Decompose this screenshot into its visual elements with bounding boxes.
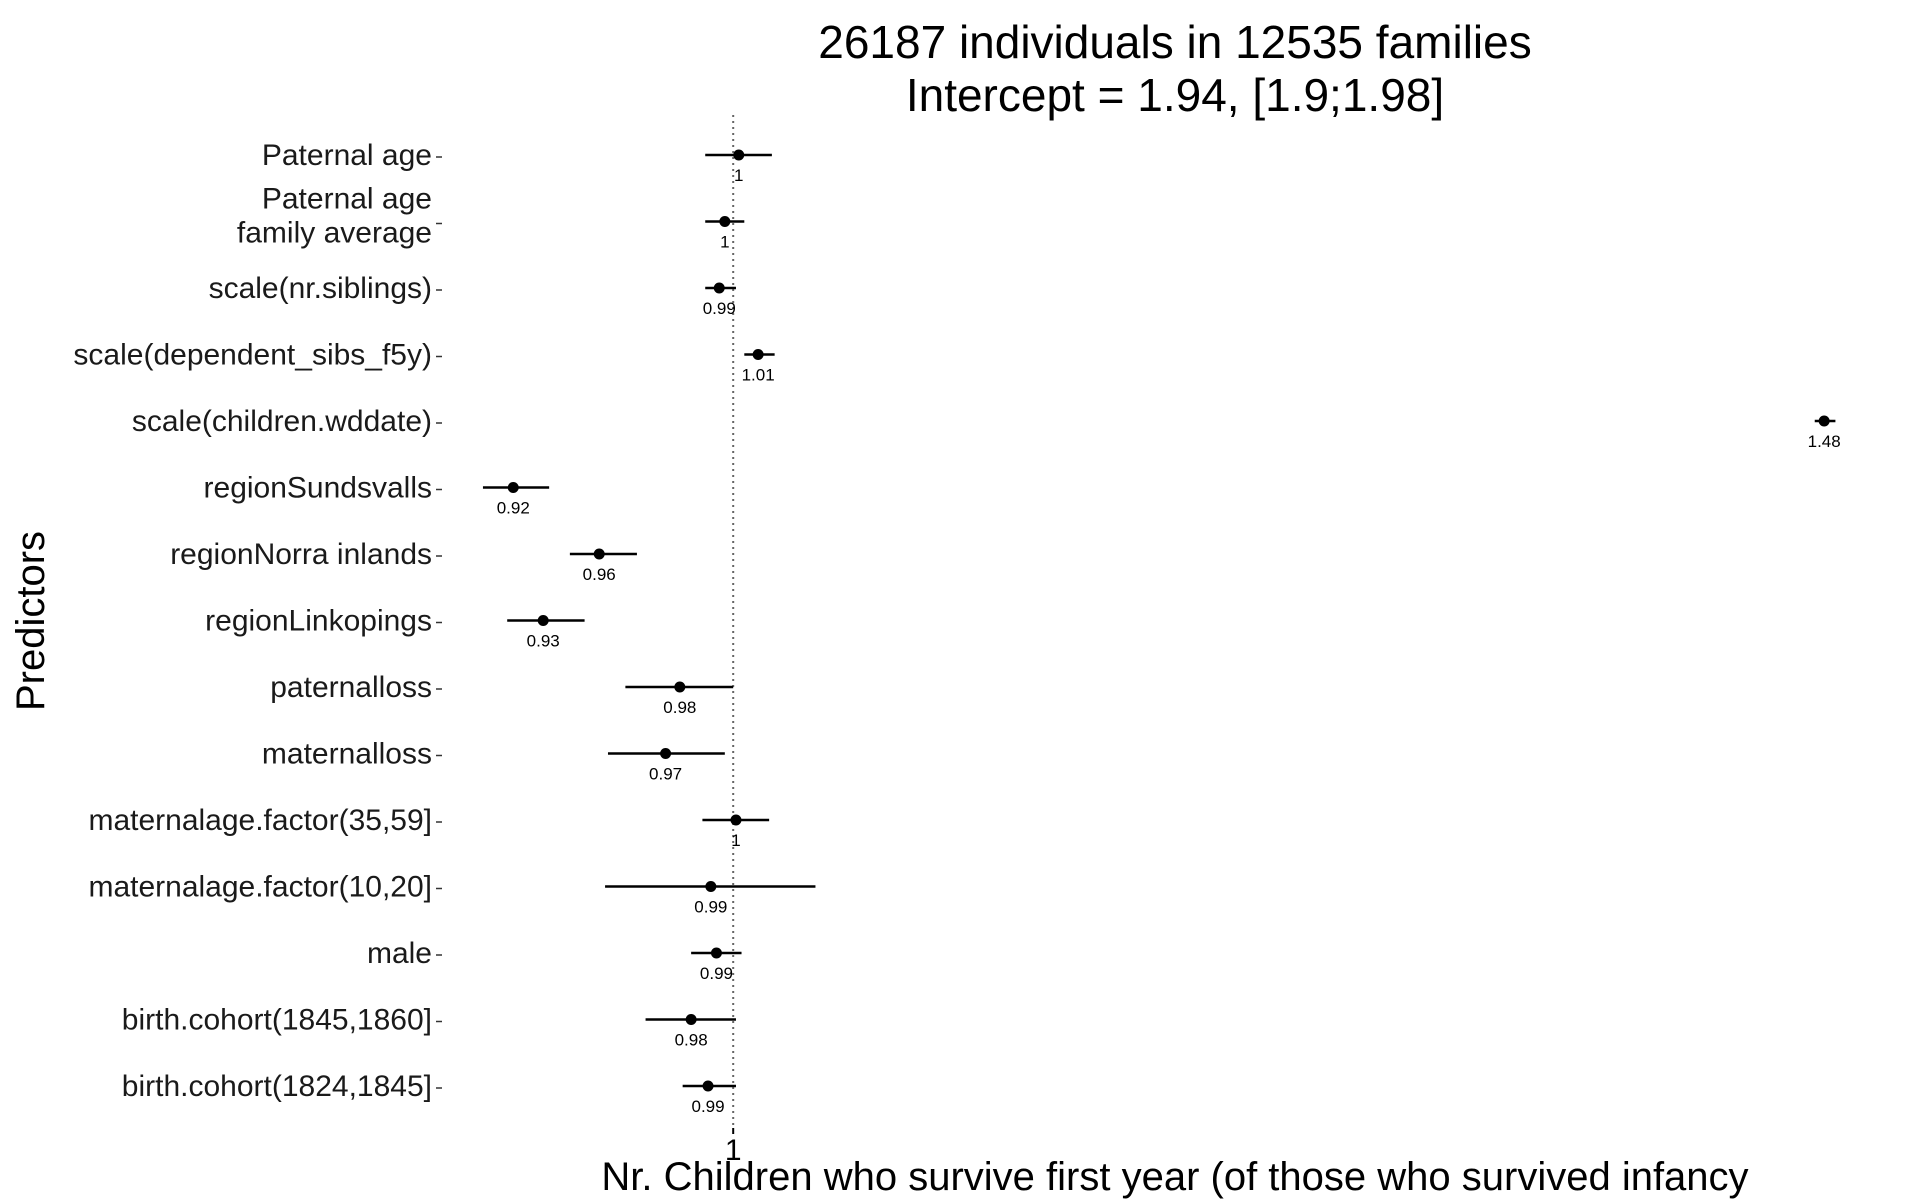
title-line-1: 26187 individuals in 12535 families [818,16,1531,68]
estimate-point [674,681,686,693]
estimate-value-label: 0.99 [694,898,727,917]
estimate-point [730,814,742,826]
chart-title: 26187 individuals in 12535 families Inte… [818,16,1531,121]
estimate-point [752,349,764,360]
estimate-point [710,947,722,959]
predictor-label: scale(dependent_sibs_f5y) [73,339,432,372]
estimate-point [593,548,605,560]
estimate-point [702,1080,714,1092]
estimate-value-label: 0.97 [649,765,682,784]
x-axis-label: Nr. Children who survive first year (of … [601,1155,1748,1199]
estimate-value-label: 1.48 [1808,432,1841,451]
estimate-value-label: 0.98 [663,698,696,717]
y-axis-label: Predictors [9,531,53,711]
estimate-value-label: 1 [720,233,729,252]
estimate-point [733,149,745,161]
predictor-label-line: family average [237,217,432,250]
estimate-point [507,482,519,493]
predictor-label: regionLinkopings [205,605,432,638]
predictor-label: regionNorra inlands [170,538,432,571]
estimate-value-label: 0.92 [497,499,530,518]
predictor-label: scale(children.wddate) [132,405,432,438]
estimate-value-label: 1 [731,831,740,850]
estimate-value-label: 0.99 [703,299,736,318]
estimate-point [719,216,731,227]
estimate-value-label: 0.96 [583,565,616,584]
predictor-label: maternalloss [262,738,432,771]
estimate-point [537,615,549,626]
estimate-point [713,282,725,294]
estimate-value-label: 0.98 [675,1031,708,1050]
predictor-label: birth.cohort(1824,1845] [122,1070,432,1103]
estimate-point [705,881,717,892]
predictor-label-line: Paternal age [262,183,432,216]
predictor-label: Paternal age [262,139,432,172]
estimate-point [660,748,672,759]
predictor-label: regionSundsvalls [204,472,432,505]
predictor-label: maternalage.factor(10,20] [88,871,432,904]
predictor-label: paternalloss [270,671,432,704]
predictor-label: birth.cohort(1845,1860] [122,1004,432,1037]
estimate-value-label: 0.99 [700,964,733,983]
estimate-point [685,1014,697,1025]
predictor-label: Paternal age family average [237,183,432,250]
predictor-label: male [367,937,432,970]
estimate-value-label: 1 [734,166,743,185]
estimate-value-label: 1.01 [742,366,775,385]
estimate-value-label: 0.99 [691,1097,724,1116]
estimate-point [1818,415,1830,427]
x-tick-label: 1 [725,1134,742,1167]
estimate-value-label: 0.93 [527,632,560,651]
predictor-label: maternalage.factor(35,59] [88,804,432,837]
predictor-label: scale(nr.siblings) [209,272,432,305]
title-line-2: Intercept = 1.94, [1.9;1.98] [906,69,1444,121]
